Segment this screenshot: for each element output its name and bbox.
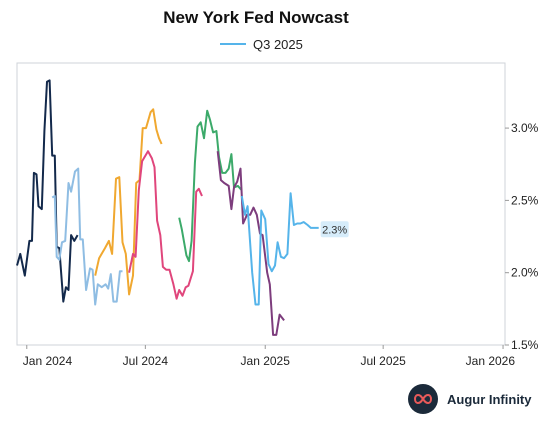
series-line-3 — [94, 108, 163, 296]
brand-badge: Augur Infinity — [408, 383, 532, 415]
end-label: 2.3% — [320, 221, 349, 238]
end-label-value: 2.3% — [322, 224, 347, 236]
brand-name: Augur Infinity — [447, 391, 532, 407]
legend[interactable]: Q3 2025 — [220, 37, 303, 52]
series-lines — [16, 79, 319, 336]
x-tick-label: Jul 2024 — [123, 354, 169, 368]
plot-area-frame — [16, 62, 506, 346]
x-tick-label: Jan 2024 — [23, 354, 73, 368]
legend-label-q3-2025: Q3 2025 — [253, 37, 303, 52]
x-tick-label: Jul 2025 — [360, 354, 406, 368]
y-tick-label: 3.0% — [511, 121, 539, 135]
series-line-q3-2025 — [240, 192, 319, 306]
chart-title: New York Fed Nowcast — [163, 8, 349, 27]
x-axis: Jan 2024 Jul 2024 Jan 2025 Jul 2025 Jan 2026 — [23, 345, 516, 368]
y-axis: 1.5% 2.0% 2.5% 3.0% — [505, 121, 539, 352]
series-line-5 — [178, 109, 243, 263]
x-tick-label: Jan 2025 — [241, 354, 291, 368]
y-tick-label: 2.5% — [511, 193, 539, 207]
series-line-6 — [216, 151, 285, 336]
series-line-1 — [16, 79, 79, 303]
series-line-2 — [51, 167, 123, 306]
x-tick-label: Jan 2026 — [466, 354, 516, 368]
series-line-4 — [128, 150, 203, 300]
y-tick-label: 2.0% — [511, 266, 539, 280]
y-tick-label: 1.5% — [511, 338, 539, 352]
end-label-background — [320, 221, 349, 238]
infinity-icon — [408, 384, 438, 414]
